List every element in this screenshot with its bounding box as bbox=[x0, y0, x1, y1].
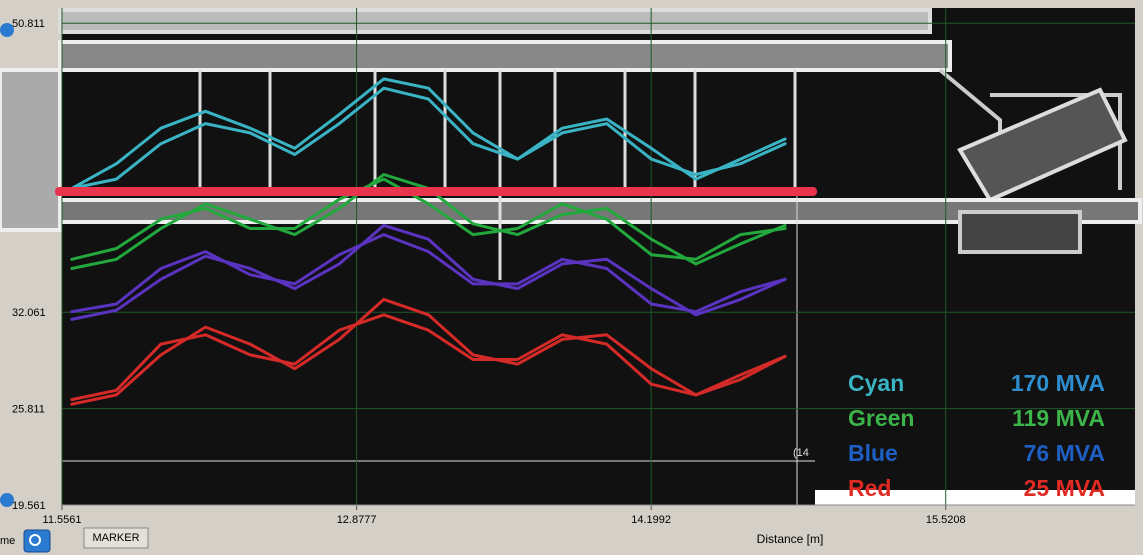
legend-label: Blue bbox=[848, 440, 898, 466]
y-tick-label: 50.811 bbox=[12, 18, 45, 30]
marker-button-label: MARKER bbox=[92, 532, 139, 544]
legend-value: 170 MVA bbox=[1011, 370, 1105, 396]
x-tick-label: 14.1992 bbox=[631, 514, 671, 526]
legend-value: 119 MVA bbox=[1012, 405, 1105, 431]
search-button[interactable] bbox=[24, 530, 50, 552]
legend-label: Cyan bbox=[848, 370, 904, 396]
y-tick-label: 25.811 bbox=[12, 404, 45, 416]
cursor-label: (14 bbox=[793, 447, 809, 459]
screen: (14 50.811 32.061 25.811 19.561 11.5561 12.87… bbox=[0, 0, 1143, 555]
x-axis-label: Distance [m] bbox=[757, 532, 824, 546]
legend-label: Green bbox=[848, 405, 914, 431]
plot-background bbox=[62, 8, 1135, 505]
scale-bottom-icon bbox=[0, 493, 14, 507]
y-tick-label: 32.061 bbox=[12, 307, 46, 319]
scale-top-icon bbox=[0, 23, 14, 37]
highlight-bar bbox=[55, 187, 817, 196]
x-tick-label: 12.8777 bbox=[337, 514, 377, 526]
x-tick-label: 11.5561 bbox=[43, 514, 82, 526]
legend-value: 25 MVA bbox=[1024, 475, 1105, 501]
toolbar-text: me bbox=[0, 535, 15, 547]
legend-value: 76 MVA bbox=[1024, 440, 1105, 466]
legend-label: Red bbox=[848, 475, 891, 501]
x-tick-label: 15.5208 bbox=[926, 514, 966, 526]
y-tick-label: 19.561 bbox=[12, 500, 46, 512]
page: {"chart_data": {"type": "line", "x_label… bbox=[0, 0, 1143, 555]
